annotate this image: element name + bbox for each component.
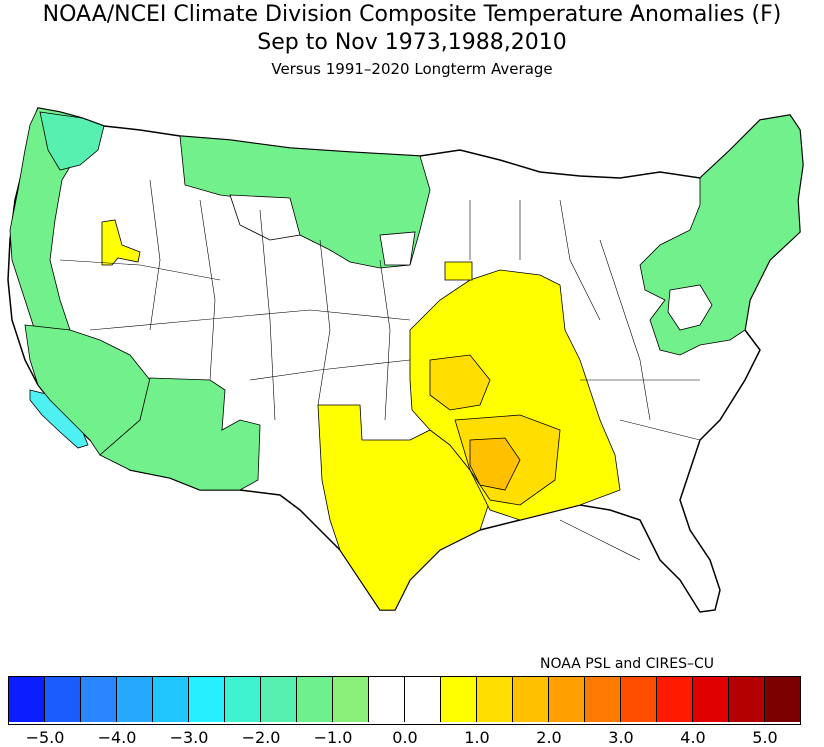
- colorbar-tick-label: 2.0: [536, 728, 562, 747]
- region-northeast-white: [667, 284, 713, 331]
- colorbar-swatch: [693, 677, 729, 722]
- colorbar-swatch: [9, 677, 45, 722]
- credit-text: NOAA PSL and CIRES–CU: [540, 656, 714, 672]
- colorbar-swatch: [369, 677, 405, 722]
- us-climate-division-map: [7, 107, 804, 613]
- division-lines: [59, 179, 701, 561]
- colorbar-swatch: [189, 677, 225, 722]
- colorbar: [8, 676, 801, 725]
- colorbar-swatch: [621, 677, 657, 722]
- colorbar-swatch: [297, 677, 333, 722]
- colorbar-tick-label: −3.0: [169, 728, 209, 747]
- colorbar-swatch: [657, 677, 693, 722]
- map-baseline: Versus 1991–2020 Longterm Average: [271, 60, 553, 78]
- colorbar-swatch: [477, 677, 513, 722]
- region-midsouth: [409, 269, 621, 521]
- region-iowa-yellow: [444, 261, 473, 281]
- colorbar-tick-label: 3.0: [608, 728, 634, 747]
- region-idaho-yellow: [101, 219, 141, 266]
- region-southwest: [99, 377, 261, 491]
- colorbar-tick-label: 0.0: [392, 728, 418, 747]
- colorbar-swatch: [549, 677, 585, 722]
- colorbar-swatch: [585, 677, 621, 722]
- region-washington: [39, 111, 105, 171]
- colorbar-tick-label: 1.0: [464, 728, 490, 747]
- colorbar-tick-label: −2.0: [241, 728, 281, 747]
- colorbar-swatch: [117, 677, 153, 722]
- map-period: Sep to Nov 1973,1988,2010: [257, 30, 567, 55]
- colorbar-tick-label: −1.0: [313, 728, 353, 747]
- region-plains-white-2: [379, 231, 416, 266]
- colorbar-tick-label: −5.0: [25, 728, 65, 747]
- colorbar-tick-label: 5.0: [752, 728, 778, 747]
- colorbar-swatch: [333, 677, 369, 722]
- colorbar-swatch: [225, 677, 261, 722]
- colorbar-swatch: [153, 677, 189, 722]
- colorbar-swatch: [441, 677, 477, 722]
- region-gold-1: [429, 354, 491, 411]
- colorbar-swatch: [513, 677, 549, 722]
- region-plains-white-1: [229, 194, 301, 241]
- colorbar-swatch: [81, 677, 117, 722]
- colorbar-tick-label: −4.0: [97, 728, 137, 747]
- colorbar-tick-label: 4.0: [680, 728, 706, 747]
- map-title: NOAA/NCEI Climate Division Composite Tem…: [42, 2, 782, 27]
- colorbar-swatch: [729, 677, 765, 722]
- region-orange-core: [469, 437, 521, 491]
- colorbar-swatch: [261, 677, 297, 722]
- colorbar-ticks: −5.0 −4.0 −3.0 −2.0 −1.0 0.0 1.0 2.0 3.0 4.0 5.0: [0, 728, 824, 747]
- region-texas: [317, 404, 491, 611]
- colorbar-swatch: [45, 677, 81, 722]
- colorbar-swatch: [765, 677, 800, 722]
- colorbar-swatch: [405, 677, 441, 722]
